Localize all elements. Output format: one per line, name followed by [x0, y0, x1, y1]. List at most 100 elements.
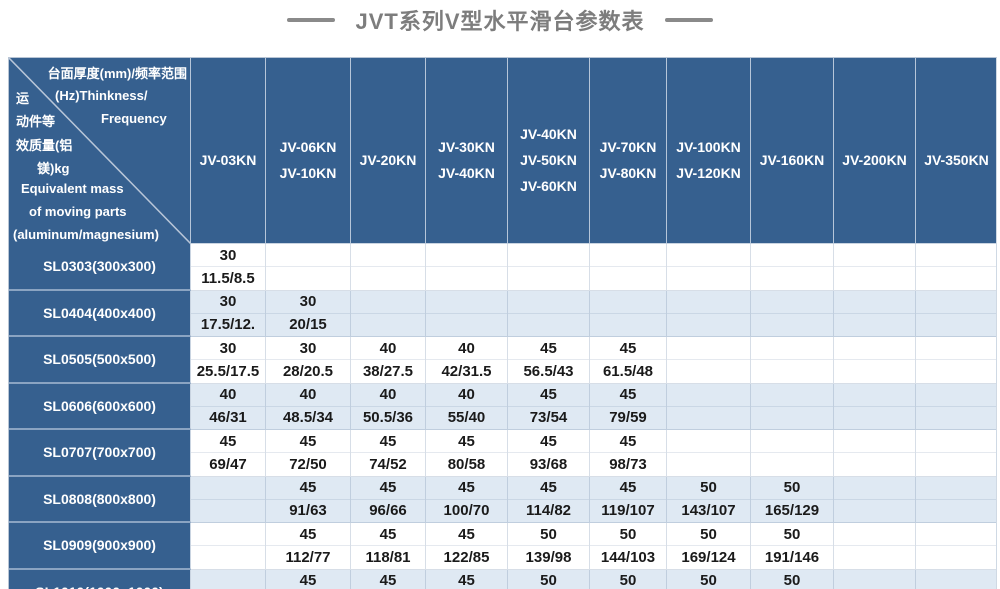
mass-value: 25.5/17.5: [196, 362, 260, 380]
table-cell: [916, 337, 996, 384]
column-header: JV-30KN JV-40KN: [426, 58, 508, 244]
column-header-label: JV-30KN: [438, 138, 495, 155]
thickness-value: [751, 384, 833, 407]
table-cell: [751, 290, 834, 337]
mass-value: 46/31: [209, 409, 247, 427]
thickness-value: 45: [426, 523, 507, 547]
mass-value: 80/58: [447, 455, 486, 473]
diagonal-line: [9, 58, 190, 244]
parameter-table: 台面厚度(mm)/频率范围 (Hz)Thinkness/Frequency 运动件等…: [8, 57, 997, 589]
row-header: SL0909(900x900): [9, 523, 191, 570]
thickness-value: 40: [351, 337, 425, 361]
mass-value: 72/50: [289, 455, 327, 473]
thickness-value: 45: [590, 384, 666, 407]
table-cell: 45 72/50: [266, 430, 351, 477]
table-cell: [351, 290, 426, 337]
mass-value: 42/31.5: [441, 362, 492, 380]
thickness-value: [834, 570, 915, 589]
table-cell: [667, 430, 751, 477]
mass-value: [916, 267, 996, 289]
mass-value: [426, 314, 507, 336]
thickness-value: [916, 244, 996, 268]
table-cell: 45: [351, 569, 426, 589]
corner-header-cell: 台面厚度(mm)/频率范围 (Hz)Thinkness/Frequency 运动件等…: [9, 58, 191, 244]
mass-value: [834, 314, 915, 336]
table-cell: 45 119/107: [590, 476, 667, 523]
mass-value: [667, 407, 750, 429]
mass-value: [834, 546, 915, 568]
table-cell: [351, 244, 426, 291]
table-cell: 50 144/103: [590, 523, 667, 570]
table-cell: [751, 383, 834, 430]
thickness-value: [508, 291, 589, 314]
thickness-value: 50: [590, 570, 666, 589]
column-header: JV-70KN JV-80KN: [590, 58, 667, 244]
thickness-value: 30: [266, 291, 350, 314]
mass-value: [266, 267, 350, 289]
table-cell: [916, 430, 996, 477]
table-cell: [667, 337, 751, 384]
mass-value: 50.5/36: [362, 409, 414, 427]
column-header-label: JV-120KN: [676, 164, 741, 181]
thickness-value: [351, 291, 425, 314]
thickness-value: [751, 291, 833, 314]
mass-value: 119/107: [601, 502, 655, 520]
mass-value: [426, 267, 507, 289]
mass-value: 98/73: [609, 455, 647, 473]
table-cell: [191, 569, 266, 589]
mass-value: [667, 360, 750, 382]
thickness-value: [834, 477, 915, 500]
mass-value: [667, 267, 750, 289]
mass-value: 114/82: [525, 502, 572, 520]
thickness-value: 50: [508, 523, 589, 547]
table-cell: 45 122/85: [426, 523, 508, 570]
thickness-value: 45: [590, 337, 666, 361]
table-cell: 50: [667, 569, 751, 589]
table-cell: [426, 290, 508, 337]
column-header-label: JV-80KN: [599, 164, 657, 181]
corner-header-bottom-line: 动件等: [16, 114, 56, 129]
table-cell: 45 118/81: [351, 523, 426, 570]
thickness-value: 50: [751, 570, 833, 589]
row-header: SL0303(300x300): [9, 244, 191, 291]
column-header-label: JV-350KN: [924, 151, 989, 168]
mass-value: 17.5/12.: [200, 316, 256, 334]
table-cell: [508, 290, 590, 337]
table-cell: 45 93/68: [508, 430, 590, 477]
table-cell: 50 143/107: [667, 476, 751, 523]
thickness-value: 45: [351, 477, 425, 500]
corner-header-bottom-line: 运: [16, 91, 30, 106]
mass-value: [834, 453, 915, 475]
table-cell: [916, 244, 996, 291]
thickness-value: [426, 244, 507, 268]
table-cell: [834, 290, 916, 337]
table-cell: [916, 569, 996, 589]
corner-header-top-line: (Hz)Thinkness/: [55, 88, 148, 103]
table-cell: [834, 476, 916, 523]
table-cell: 45 114/82: [508, 476, 590, 523]
mass-value: 165/129: [764, 502, 820, 520]
thickness-value: [590, 291, 666, 314]
thickness-value: [834, 430, 915, 454]
mass-value: 144/103: [600, 548, 656, 566]
table-cell: 45 69/47: [191, 430, 266, 477]
thickness-value: 50: [590, 523, 666, 547]
table-cell: [667, 290, 751, 337]
thickness-value: 45: [508, 337, 589, 361]
corner-header-top-line: Frequency: [101, 111, 167, 126]
table-cell: 45 100/70: [426, 476, 508, 523]
table-cell: 40 46/31: [191, 383, 266, 430]
mass-value: [916, 500, 996, 522]
mass-value: 61.5/48: [602, 362, 654, 380]
table-cell: 45 61.5/48: [590, 337, 667, 384]
mass-value: 48.5/34: [282, 409, 334, 427]
table-cell: 30 20/15: [266, 290, 351, 337]
thickness-value: [834, 337, 915, 361]
column-header-label: JV-40KN: [438, 164, 495, 181]
mass-value: [916, 314, 996, 336]
thickness-value: [266, 244, 350, 268]
mass-value: 74/52: [369, 455, 407, 473]
row-header: SL0808(800x800): [9, 476, 191, 523]
table-cell: [508, 244, 590, 291]
column-header-label: JV-40KN: [520, 125, 577, 142]
